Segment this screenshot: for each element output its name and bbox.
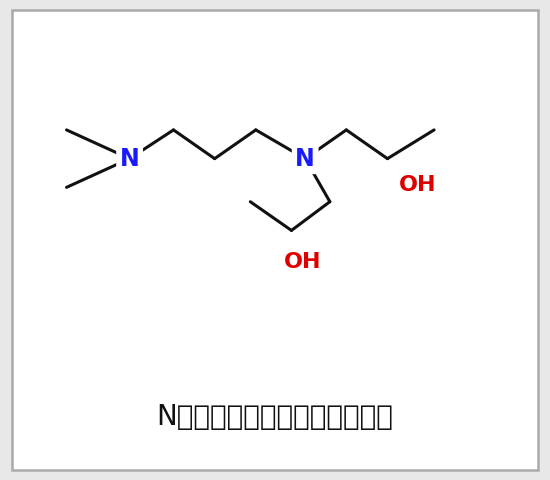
Text: N－（二甲氨丙基）二异丙醇胺: N－（二甲氨丙基）二异丙醇胺 — [157, 403, 393, 431]
Text: OH: OH — [399, 175, 436, 195]
Text: N: N — [120, 146, 140, 170]
Text: OH: OH — [284, 252, 321, 272]
Text: N: N — [295, 146, 315, 170]
